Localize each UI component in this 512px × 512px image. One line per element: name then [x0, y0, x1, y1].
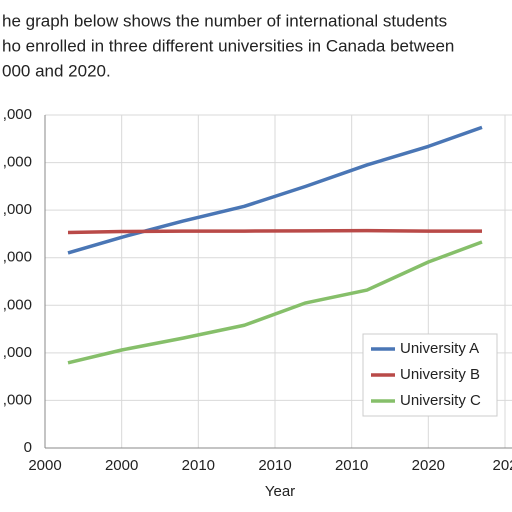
chart-title: he graph below shows the number of inter… [2, 11, 447, 30]
y-tick-label: ,000 [3, 249, 32, 266]
legend-label: University A [400, 340, 479, 357]
x-tick-label: 2010 [335, 457, 368, 474]
legend-label: University B [400, 366, 480, 383]
x-tick-label: 202 [492, 457, 512, 474]
line-series [67, 240, 483, 365]
y-tick-label: ,000 [3, 106, 32, 123]
x-tick-label: 2010 [182, 457, 215, 474]
line-series [67, 228, 482, 235]
x-tick-label: 2020 [412, 457, 445, 474]
y-tick-label: ,000 [3, 201, 32, 218]
y-tick-label: ,000 [3, 391, 32, 408]
x-axis-label: Year [265, 483, 295, 500]
chart-title: ho enrolled in three different universit… [2, 36, 454, 55]
x-tick-label: 2000 [28, 457, 61, 474]
y-tick-label: ,000 [3, 296, 32, 313]
chart-title: 000 and 2020. [2, 61, 111, 80]
x-tick-label: 2000 [105, 457, 138, 474]
y-tick-label: 0 [24, 439, 32, 456]
legend-label: University C [400, 392, 481, 409]
line-series [67, 125, 483, 255]
x-tick-label: 2010 [258, 457, 291, 474]
y-tick-label: ,000 [3, 344, 32, 361]
y-tick-label: ,000 [3, 154, 32, 171]
